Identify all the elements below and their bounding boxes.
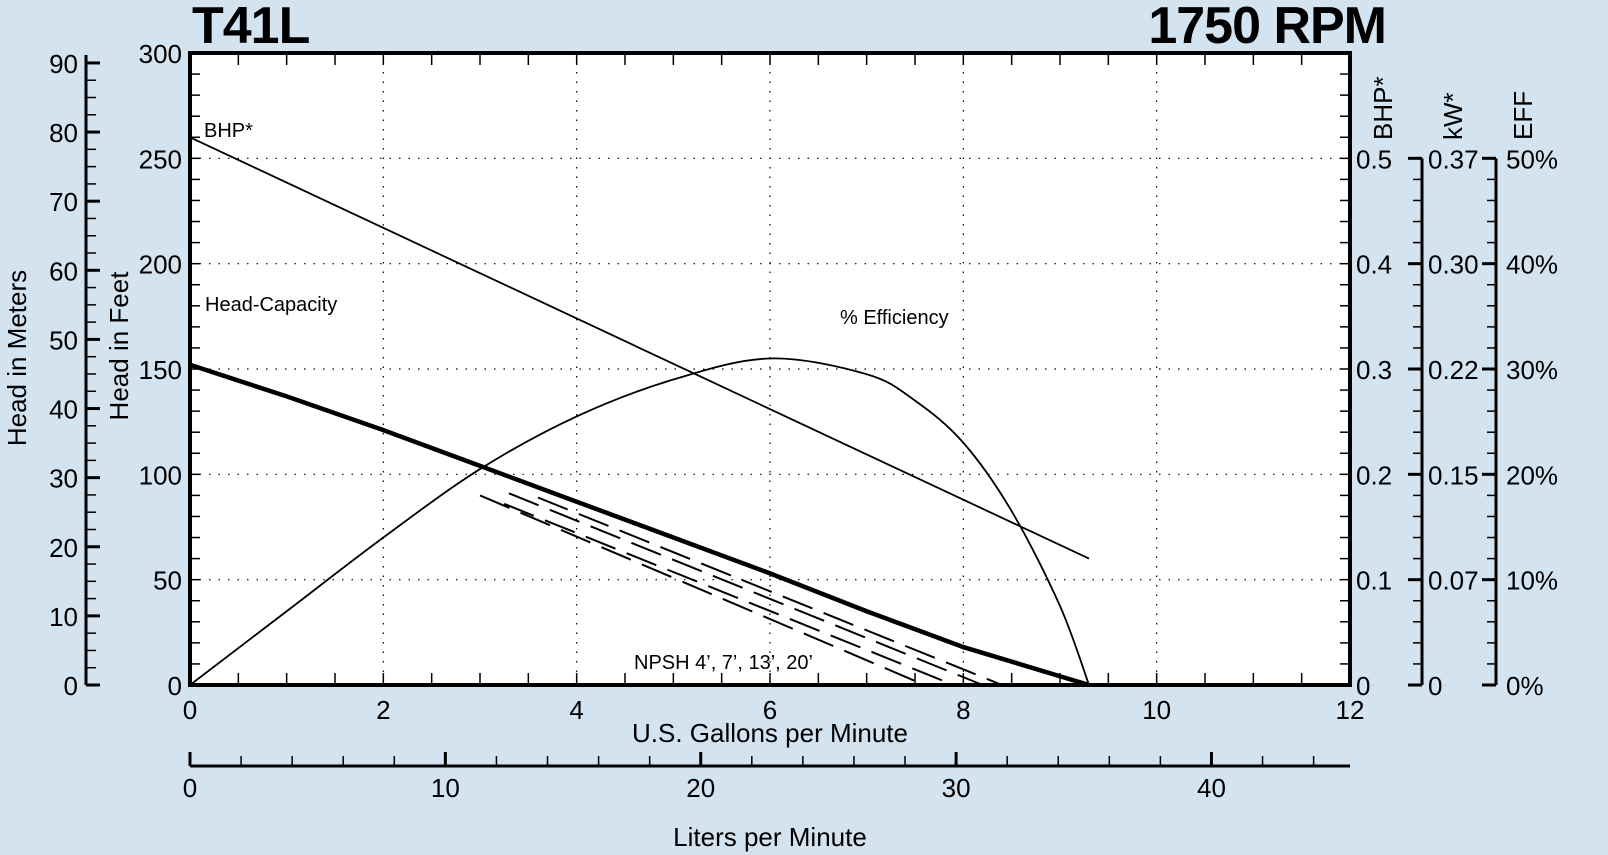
right-axes: 0 0.1 0.2 0.3 0.4 0.5 0 0.07 0.15 0.22 0.30 0.37 0% 1…: [1356, 144, 1558, 701]
bhp-tick-label: 0.4: [1356, 250, 1392, 280]
pump-model-title: T41L: [192, 0, 310, 55]
kw-tick-label: 0.30: [1428, 250, 1479, 280]
feet-tick-label: 50: [153, 566, 182, 596]
bhp-tick-label: 0: [1356, 671, 1370, 701]
feet-tick-label: 100: [139, 460, 182, 490]
kw-tick-label: 0.22: [1428, 355, 1479, 385]
eff-axis-title: EFF: [1508, 91, 1538, 140]
eff-tick-label: 50%: [1506, 144, 1558, 174]
eff-tick-label: 30%: [1506, 355, 1558, 385]
bhp-tick-label: 0.2: [1356, 460, 1392, 490]
lpm-tick-label: 40: [1197, 773, 1226, 803]
bhp-tick-label: 0.3: [1356, 355, 1392, 385]
eff-tick-label: 10%: [1506, 566, 1558, 596]
lpm-tick-label: 0: [183, 773, 197, 803]
meters-tick-label: 0: [64, 671, 78, 701]
feet-tick-label: 200: [139, 250, 182, 280]
bhp-axis-title: BHP*: [1368, 76, 1398, 140]
meters-axis-title: Head in Meters: [2, 270, 32, 446]
efficiency-label: % Efficiency: [840, 307, 949, 329]
gpm-tick-label: 8: [956, 695, 970, 725]
lpm-tick-label: 10: [431, 773, 460, 803]
eff-tick-label: 20%: [1506, 460, 1558, 490]
feet-tick-label: 250: [139, 144, 182, 174]
kw-tick-label: 0.37: [1428, 144, 1479, 174]
bhp-curve: [189, 136, 1090, 560]
pump-speed-title: 1750 RPM: [1148, 0, 1387, 55]
lpm-axis-title: Liters per Minute: [673, 822, 867, 852]
grid-lines: [190, 53, 1350, 685]
kw-axis-title: kW*: [1438, 92, 1468, 140]
meters-tick-label: 60: [49, 256, 78, 286]
eff-tick-label: 0%: [1506, 671, 1544, 701]
kw-tick-label: 0.15: [1428, 460, 1479, 490]
gpm-axis: 0 2 4 6 8 10 12: [183, 695, 1365, 725]
meters-tick-label: 80: [49, 118, 78, 148]
npsh-label: NPSH 4’, 7’, 13’, 20’: [634, 652, 813, 674]
meters-tick-label: 30: [49, 464, 78, 494]
meters-tick-label: 10: [49, 602, 78, 632]
kw-tick-label: 0.07: [1428, 566, 1479, 596]
npsh-4-curve: [537, 496, 1003, 686]
gpm-tick-label: 12: [1336, 695, 1365, 725]
feet-tick-label: 300: [139, 39, 182, 69]
gpm-tick-label: 2: [376, 695, 390, 725]
meters-tick-label: 70: [49, 187, 78, 217]
bhp-tick-label: 0.5: [1356, 144, 1392, 174]
bhp-curve-label: BHP*: [204, 120, 253, 142]
lpm-tick-label: 20: [686, 773, 715, 803]
feet-tick-label: 0: [168, 671, 182, 701]
meters-tick-label: 50: [49, 325, 78, 355]
lpm-tick-label: 30: [942, 773, 971, 803]
npsh-7-curve: [508, 492, 984, 686]
curves: [189, 136, 1090, 688]
meters-axis: 0 10 20 30 40 50 60 70 80 90: [49, 49, 100, 701]
gpm-tick-label: 0: [183, 695, 197, 725]
lpm-axis: 0 10 20 30 40: [183, 752, 1350, 803]
head-capacity-label: Head-Capacity: [205, 294, 337, 316]
head-capacity-curve: [189, 362, 1090, 688]
kw-tick-label: 0: [1428, 671, 1442, 701]
-efficiency-curve: [189, 357, 1090, 686]
bhp-tick-label: 0.1: [1356, 566, 1392, 596]
feet-axis-title: Head in Feet: [104, 271, 134, 421]
npsh-13-curve: [503, 502, 955, 686]
gpm-axis-title: U.S. Gallons per Minute: [632, 718, 908, 748]
feet-axis: 0 50 100 150 200 250 300: [139, 39, 182, 701]
feet-tick-label: 150: [139, 355, 182, 385]
npsh-20-curve: [479, 494, 926, 686]
gpm-tick-label: 10: [1142, 695, 1171, 725]
meters-tick-label: 90: [49, 49, 78, 79]
eff-tick-label: 40%: [1506, 250, 1558, 280]
plot-frame: [188, 51, 1352, 687]
gpm-tick-label: 6: [763, 695, 777, 725]
gpm-tick-label: 4: [569, 695, 583, 725]
meters-tick-label: 40: [49, 395, 78, 425]
meters-tick-label: 20: [49, 533, 78, 563]
